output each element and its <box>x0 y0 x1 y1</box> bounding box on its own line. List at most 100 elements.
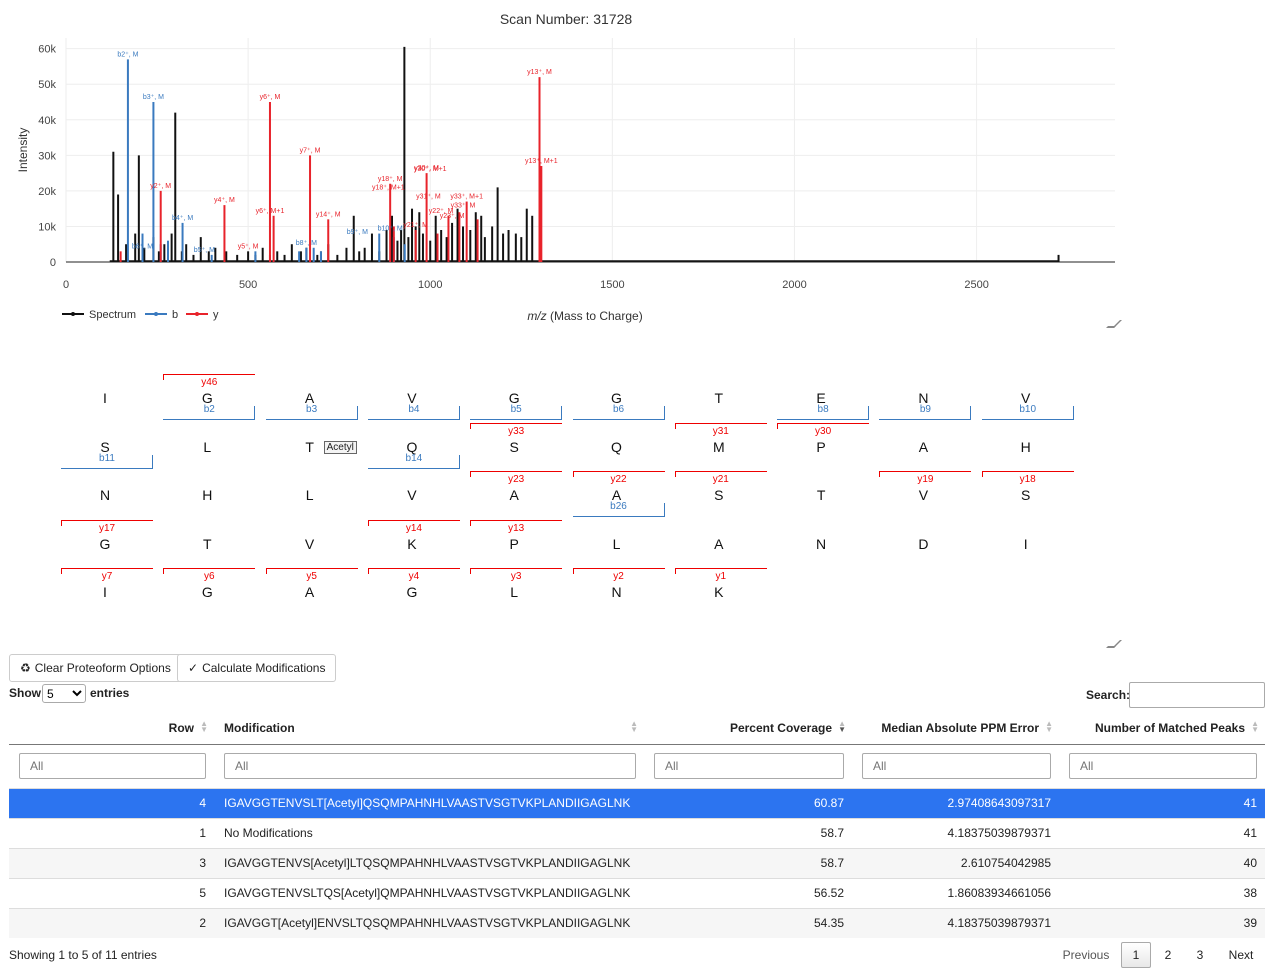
residue[interactable]: I <box>1023 535 1028 552</box>
residue[interactable]: P <box>816 438 826 455</box>
residue[interactable]: V <box>918 487 929 503</box>
residue[interactable]: G <box>99 535 111 552</box>
residue[interactable]: G <box>611 390 622 406</box>
residue[interactable]: V <box>304 535 315 552</box>
peak-annotation: y6⁺, M+1 <box>256 208 285 215</box>
residue[interactable]: H <box>1020 438 1031 455</box>
residue[interactable]: N <box>611 584 622 600</box>
y-ion-bracket <box>470 519 563 526</box>
table-info: Showing 1 to 5 of 11 entries <box>9 948 157 962</box>
residue[interactable]: P <box>509 535 519 552</box>
b-ion-label: b14 <box>405 452 423 464</box>
column-header-row[interactable]: Row ▲ ▼ <box>9 712 214 745</box>
y-ion-label: y23 <box>508 474 525 485</box>
residue[interactable]: E <box>816 390 826 406</box>
sequence-coverage-map: I G A V G G T E N V S L T Q S Q M P A H N H L V A A S T V S G T V K P L A N D I… <box>0 360 1277 650</box>
residue[interactable]: S <box>100 438 110 455</box>
x-tick-label: 500 <box>239 279 257 291</box>
filter-coverage-input[interactable] <box>654 753 844 779</box>
residue[interactable]: A <box>714 535 724 552</box>
page-button-3[interactable]: 3 <box>1187 942 1213 968</box>
cell-ppm-error: 4.18375039879371 <box>852 907 1059 938</box>
y-ion-bracket <box>674 471 767 477</box>
table-row[interactable]: 5 IGAVGGTENVSLTQS[Acetyl]QMPAHNHLVAASTVSG… <box>9 877 1265 908</box>
residue[interactable]: V <box>1021 390 1031 406</box>
peak-annotation: y7⁺, M <box>300 147 321 154</box>
calculate-modifications-button[interactable]: ✓ Calculate Modifications <box>177 654 337 682</box>
b-ion-label: b5 <box>510 404 522 415</box>
cell-row: 1 <box>9 817 214 848</box>
residue[interactable]: G <box>201 584 213 600</box>
y-ion-bracket <box>674 422 767 429</box>
residue[interactable]: L <box>510 584 519 600</box>
filter-row-input[interactable] <box>19 753 206 779</box>
residue[interactable]: M <box>712 438 725 455</box>
b-ion-bracket <box>572 503 665 517</box>
chart-title: Scan Number: 31728 <box>500 11 633 27</box>
residue[interactable]: G <box>508 390 520 406</box>
column-header-ppm-error[interactable]: Median Absolute PPM Error ▲ ▼ <box>852 712 1059 745</box>
residue[interactable]: K <box>714 584 724 600</box>
table-row[interactable]: 4 IGAVGGTENVSLT[Acetyl]QSQMPAHNHLVAASTVSG… <box>9 787 1265 818</box>
cell-row: 5 <box>9 877 214 908</box>
residue[interactable]: G <box>406 584 418 600</box>
table-row[interactable]: 2 IGAVGGT[Acetyl]ENVSLTQSQMPAHNHLVAASTVSG… <box>9 907 1265 938</box>
residue[interactable]: L <box>305 487 314 503</box>
column-header-matched-peaks[interactable]: Number of Matched Peaks ▲ ▼ <box>1059 712 1265 745</box>
y-ion-bracket <box>470 422 563 429</box>
residue[interactable]: G <box>201 390 213 406</box>
cell-ppm-error: 2.610754042985 <box>852 847 1059 878</box>
residue[interactable]: I <box>103 584 107 600</box>
residue[interactable]: N <box>918 390 929 406</box>
table-row[interactable]: 1 No Modifications 58.7 4.18375039879371 41 <box>9 817 1265 848</box>
residue[interactable]: S <box>509 438 519 455</box>
page-button-2[interactable]: 2 <box>1155 942 1181 968</box>
b-ion-bracket <box>265 406 358 420</box>
clear-proteoform-options-button[interactable]: ♻ Clear Proteoform Options <box>9 654 182 682</box>
residue[interactable]: A <box>918 438 929 455</box>
residue[interactable]: H <box>202 487 213 503</box>
residue[interactable]: N <box>816 535 827 552</box>
residue[interactable]: S <box>1021 487 1031 503</box>
residue[interactable]: T <box>714 390 724 406</box>
cell-matched-peaks: 41 <box>1059 817 1265 848</box>
page-button-1[interactable]: 1 <box>1121 942 1151 968</box>
filter-peaks-input[interactable] <box>1069 753 1257 779</box>
residue[interactable]: V <box>407 390 417 406</box>
residue[interactable]: L <box>612 535 621 552</box>
column-header-percent-coverage[interactable]: Percent Coverage ▲ ▼ <box>644 712 852 745</box>
entries-select[interactable]: 5 <box>42 684 86 703</box>
residue[interactable]: D <box>918 535 929 552</box>
table-row[interactable]: 3 IGAVGGTENVS[Acetyl]LTQSQMPAHNHLVAASTVSG… <box>9 847 1265 878</box>
peak-annotation: y22⁺, M <box>429 208 454 215</box>
residue[interactable]: A <box>304 390 315 406</box>
residue[interactable]: T <box>305 438 314 455</box>
residue[interactable]: N <box>99 487 111 503</box>
previous-button[interactable]: Previous <box>1056 942 1116 968</box>
residue[interactable]: L <box>203 438 212 455</box>
peak-annotation: b3⁺, M <box>143 94 164 101</box>
residue[interactable]: A <box>611 487 622 503</box>
residue[interactable]: V <box>407 487 417 503</box>
residue[interactable]: A <box>509 487 519 503</box>
next-button[interactable]: Next <box>1222 942 1260 968</box>
page-label: 3 <box>1196 948 1204 962</box>
residue[interactable]: S <box>714 487 724 503</box>
peak-annotation: y2⁺, M <box>150 183 171 190</box>
residue[interactable]: T <box>203 535 212 552</box>
legend-marker <box>154 312 158 316</box>
residue[interactable]: A <box>304 584 315 600</box>
residue[interactable]: I <box>103 390 107 406</box>
filter-modification-input[interactable] <box>224 753 636 779</box>
search-input[interactable] <box>1129 682 1265 708</box>
residue[interactable]: Q <box>611 438 622 455</box>
residue[interactable]: T <box>816 487 826 503</box>
column-header-modification[interactable]: Modification ▲ ▼ <box>214 712 644 745</box>
x-axis-label: m/z (Mass to Charge) <box>527 309 642 323</box>
residue[interactable]: Q <box>406 438 418 455</box>
b-ion-label: b10 <box>1019 404 1037 415</box>
residue[interactable]: K <box>407 535 417 552</box>
filter-ppm-input[interactable] <box>862 753 1051 779</box>
y-axis-label: Intensity <box>16 128 30 173</box>
cell-matched-peaks: 41 <box>1059 787 1265 818</box>
